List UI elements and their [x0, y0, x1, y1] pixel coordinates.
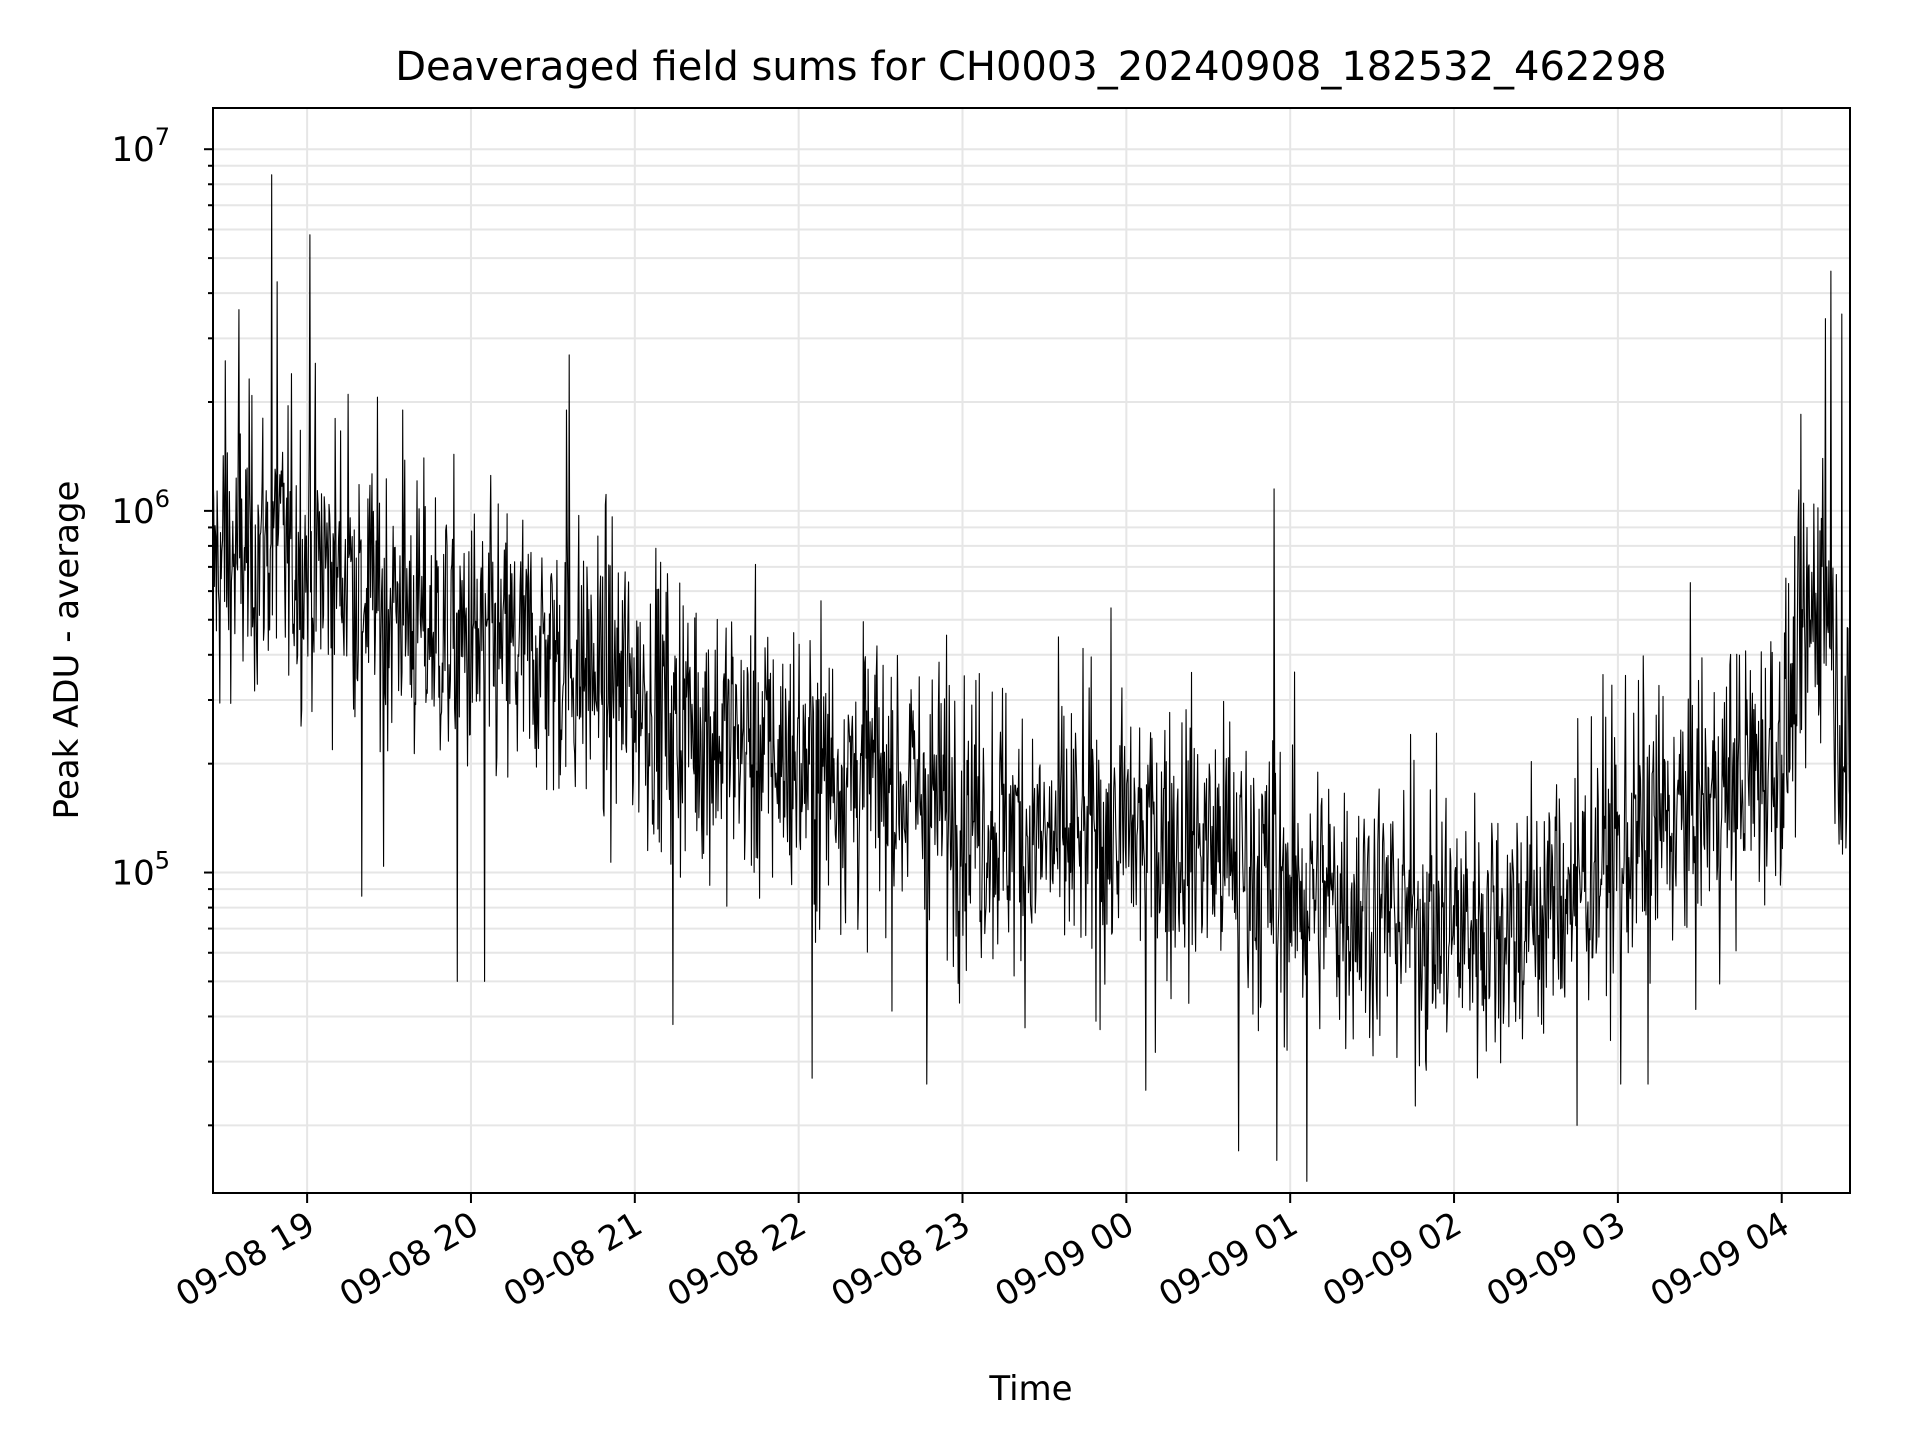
y-tick-label-base: 10	[111, 854, 154, 894]
y-tick-label-exponent: 5	[155, 847, 170, 875]
axes-frame	[212, 107, 1851, 1194]
y-tick-label-exponent: 7	[155, 123, 170, 151]
y-tick-label-base: 10	[111, 492, 154, 532]
y-tick-label: 106	[111, 485, 170, 532]
y-tick-label-base: 10	[111, 130, 154, 170]
y-tick-label: 105	[111, 847, 170, 894]
y-tick-label: 107	[111, 123, 170, 170]
chart-title: Deaveraged field sums for CH0003_2024090…	[395, 44, 1667, 90]
series-line	[212, 174, 1851, 1182]
y-axis-label: Peak ADU - average	[47, 481, 87, 820]
y-tick-label-exponent: 6	[155, 485, 170, 513]
x-axis-label: Time	[988, 1369, 1072, 1409]
grid	[213, 108, 1850, 1193]
plot-area	[212, 174, 1851, 1182]
